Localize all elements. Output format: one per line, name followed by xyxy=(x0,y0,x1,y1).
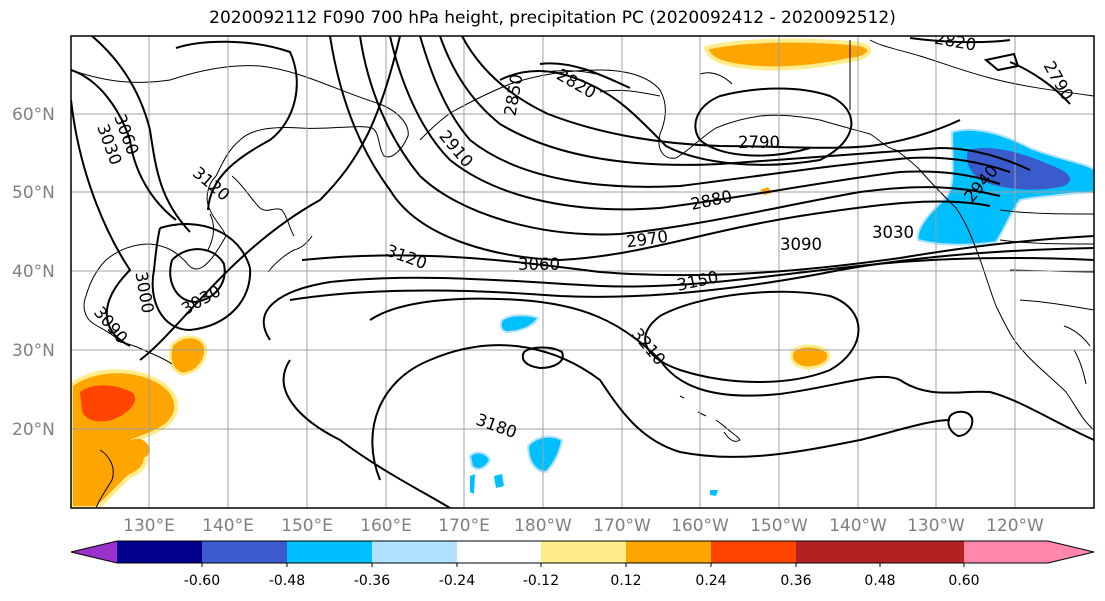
contour-line xyxy=(371,344,951,481)
colorbar: -0.60 -0.48 -0.36 -0.24 -0.12 0.12 0.24 … xyxy=(70,540,1095,589)
lon-label: 140°W xyxy=(829,516,887,536)
contour-line xyxy=(499,70,853,166)
colorbar-tick-label: 0.48 xyxy=(864,573,895,589)
precip-negative-area xyxy=(470,474,475,494)
lon-label: 130°W xyxy=(907,516,965,536)
precip-negative-area xyxy=(710,490,718,496)
colorbar-extend-low xyxy=(71,541,117,563)
longitude-labels: 130°E 140°E 150°E 160°E 170°E 180°W 170°… xyxy=(123,516,1044,536)
contour-line xyxy=(359,36,1001,236)
lon-label: 120°W xyxy=(986,516,1044,536)
latitude-labels: 60°N 50°N 40°N 30°N 20°N xyxy=(12,105,55,440)
coastlines xyxy=(71,39,1094,508)
contour-line xyxy=(175,40,298,211)
contour-line xyxy=(91,36,191,233)
precip-strong-negative-area xyxy=(966,147,1071,190)
lon-label: 130°E xyxy=(123,516,175,536)
colorbar-segment xyxy=(117,541,202,563)
lat-label: 50°N xyxy=(12,183,55,203)
colorbar-segment xyxy=(372,541,457,563)
contour-line xyxy=(389,36,1001,211)
colorbar-tick-label: -0.24 xyxy=(439,573,475,589)
lon-label: 150°W xyxy=(750,516,808,536)
contour-line xyxy=(262,257,1094,341)
lon-label: 160°W xyxy=(671,516,729,536)
colorbar-segment xyxy=(880,541,964,563)
colorbar-segment xyxy=(796,541,880,563)
colorbar-ticks xyxy=(201,563,965,567)
colorbar-tick-label: -0.12 xyxy=(523,573,559,589)
contour-line xyxy=(282,359,451,508)
colorbar-tick-label: -0.36 xyxy=(354,573,390,589)
contour-line xyxy=(289,247,1094,301)
contour-line xyxy=(419,36,1011,188)
colorbar-segment xyxy=(626,541,711,563)
contour-line xyxy=(151,223,252,332)
contour-line xyxy=(983,52,1020,72)
precip-negative-area xyxy=(526,435,564,474)
lon-label: 170°E xyxy=(438,516,490,536)
contour-line xyxy=(369,297,1094,441)
precip-positive-area xyxy=(790,344,831,370)
colorbar-tick-label: -0.60 xyxy=(184,573,220,589)
contour-line xyxy=(947,410,974,438)
contour-line xyxy=(909,37,1011,44)
contour-label: 3090 xyxy=(780,235,822,254)
colorbar-extend-high xyxy=(1048,541,1094,563)
lat-label: 20°N xyxy=(12,420,55,440)
precipitation-shading xyxy=(71,38,1094,508)
map-frame xyxy=(70,35,1095,509)
lon-label: 170°W xyxy=(593,516,651,536)
colorbar-segment xyxy=(457,541,541,563)
colorbar-tick-label: 0.24 xyxy=(695,573,726,589)
precip-positive-area xyxy=(132,438,150,458)
precip-positive-area xyxy=(168,335,207,376)
colorbar-tick-label: -0.48 xyxy=(269,573,305,589)
contour-line xyxy=(329,36,991,262)
colorbar-outline xyxy=(70,540,1095,564)
contour-line xyxy=(169,248,226,304)
contour-label: 2790 xyxy=(738,133,780,152)
contour-line xyxy=(1009,61,1071,105)
colorbar-segment xyxy=(287,541,372,563)
colorbar-tick-labels: -0.60 -0.48 -0.36 -0.24 -0.12 0.12 0.24 … xyxy=(184,573,980,589)
colorbar-segment xyxy=(202,541,287,563)
precip-negative-area xyxy=(468,451,492,470)
map-title: 2020092112 F090 700 hPa height, precipit… xyxy=(209,8,896,28)
lon-label: 180°W xyxy=(514,516,572,536)
contour-line xyxy=(521,346,564,370)
contour-line xyxy=(644,290,860,383)
contour-label: 3060 xyxy=(518,255,560,274)
colorbar-tick-label: 0.60 xyxy=(948,573,979,589)
precip-negative-area xyxy=(494,474,504,488)
lon-label: 140°E xyxy=(202,516,254,536)
lat-label: 40°N xyxy=(12,262,55,282)
precip-negative-area xyxy=(499,314,540,334)
contour-line xyxy=(461,36,961,149)
contour-line xyxy=(71,69,177,221)
lat-label: 30°N xyxy=(12,341,55,361)
colorbar-segment xyxy=(711,541,796,563)
contour-line xyxy=(539,62,631,89)
graticule xyxy=(71,36,1094,508)
lat-label: 60°N xyxy=(12,105,55,125)
colorbar-segment xyxy=(964,541,1048,563)
colorbar-tick-label: 0.12 xyxy=(610,573,641,589)
height-contours xyxy=(71,36,1094,508)
lon-label: 160°E xyxy=(360,516,412,536)
lon-label: 150°E xyxy=(281,516,333,536)
contour-line xyxy=(439,36,1031,171)
colorbar-segment xyxy=(541,541,626,563)
contour-line xyxy=(301,235,1094,277)
contour-line xyxy=(71,99,132,347)
colorbar-tick-label: 0.36 xyxy=(780,573,811,589)
precip-strong-area xyxy=(80,385,136,422)
contour-label: 3030 xyxy=(872,223,914,242)
